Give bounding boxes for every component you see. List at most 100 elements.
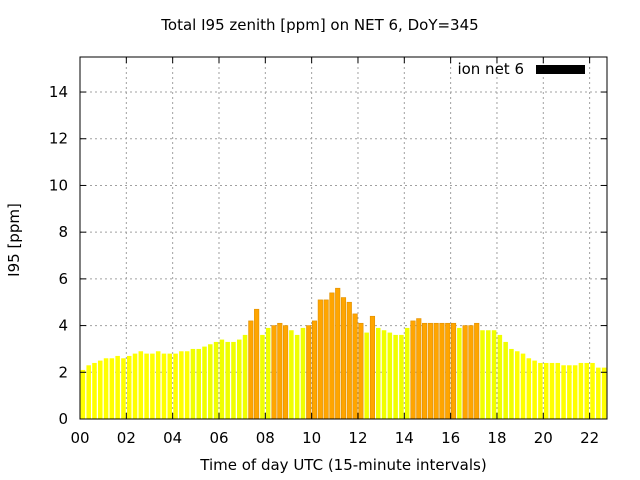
bar [538, 362, 543, 419]
x-axis-label: Time of day UTC (15-minute intervals) [200, 456, 487, 474]
bar [283, 325, 289, 420]
bar [121, 358, 126, 419]
bar [543, 362, 549, 419]
bar [225, 341, 230, 419]
bar [231, 341, 236, 419]
bar [329, 292, 335, 420]
bar [144, 353, 149, 419]
x-tick-label: 12 [348, 429, 367, 447]
bar [92, 362, 97, 419]
bar [497, 334, 503, 419]
x-tick-label: 22 [580, 429, 599, 447]
bar [109, 358, 115, 419]
bar [103, 358, 109, 419]
bar [179, 351, 184, 419]
x-tick-label: 04 [163, 429, 182, 447]
axis-ticks [79, 57, 607, 420]
bar [503, 341, 508, 419]
bar [167, 353, 173, 419]
bar [126, 355, 132, 419]
y-axis-label: I95 [ppm] [5, 203, 23, 277]
bar [387, 332, 393, 419]
bar [422, 322, 428, 420]
y-tick-label: 4 [58, 317, 68, 335]
bar [86, 365, 91, 419]
bar [358, 322, 364, 420]
bar [520, 353, 526, 419]
bar [439, 322, 445, 420]
bar [404, 327, 410, 419]
bar [98, 360, 103, 419]
bar [416, 318, 422, 420]
bar [474, 322, 480, 420]
x-tick-label: 02 [117, 429, 136, 447]
bar [306, 325, 312, 420]
x-tick-label: 08 [256, 429, 275, 447]
y-tick-labels: 0 2 4 6 8 10 12 14 [49, 83, 68, 428]
y-tick-label: 2 [58, 363, 68, 381]
bar [410, 320, 416, 420]
x-tick-label: 14 [395, 429, 414, 447]
bar [208, 344, 213, 419]
bar [572, 365, 578, 419]
bar [352, 313, 358, 420]
bar [509, 348, 514, 419]
grid [80, 57, 607, 419]
bar [491, 330, 497, 419]
y-tick-label: 0 [58, 410, 68, 428]
bar [399, 334, 404, 419]
y-tick-label: 10 [49, 176, 68, 194]
bar [150, 353, 155, 419]
bar [346, 301, 352, 420]
x-tick-label: 06 [209, 429, 228, 447]
bar [242, 334, 248, 419]
bar [375, 327, 381, 419]
bar [369, 315, 376, 420]
bar [393, 334, 398, 419]
bar [202, 346, 207, 419]
x-tick-label: 20 [534, 429, 553, 447]
bar [289, 330, 294, 419]
bar [450, 322, 457, 420]
bars [80, 287, 607, 420]
bar [462, 325, 468, 420]
bar [457, 327, 462, 419]
bar [364, 332, 369, 419]
bar [317, 299, 323, 420]
bar [190, 348, 196, 419]
x-tick-label: 16 [441, 429, 460, 447]
bar [115, 355, 120, 419]
bar [561, 365, 566, 419]
bar [196, 348, 201, 419]
bar [596, 367, 601, 419]
bar [445, 322, 451, 420]
bar [254, 308, 260, 420]
bar [584, 362, 589, 419]
bar [590, 362, 595, 419]
bar [184, 351, 190, 419]
bar [161, 353, 167, 419]
bar [132, 353, 138, 419]
bar [468, 325, 474, 420]
bar [381, 330, 387, 419]
bar [265, 327, 271, 419]
bar [555, 362, 561, 419]
bar [80, 369, 86, 419]
bar [300, 327, 306, 419]
x-tick-label: 18 [487, 429, 506, 447]
bar [433, 322, 439, 420]
bar [294, 334, 300, 419]
bar [173, 353, 178, 419]
y-tick-label: 6 [58, 270, 68, 288]
legend-label: ion net 6 [457, 60, 524, 78]
bar [532, 360, 537, 419]
bar [155, 351, 161, 419]
bar [578, 362, 584, 419]
legend-swatch [536, 65, 585, 74]
bar [340, 297, 347, 420]
plot-frame [79, 56, 608, 420]
bar [277, 322, 283, 420]
bar [486, 330, 491, 419]
bar [323, 299, 329, 420]
